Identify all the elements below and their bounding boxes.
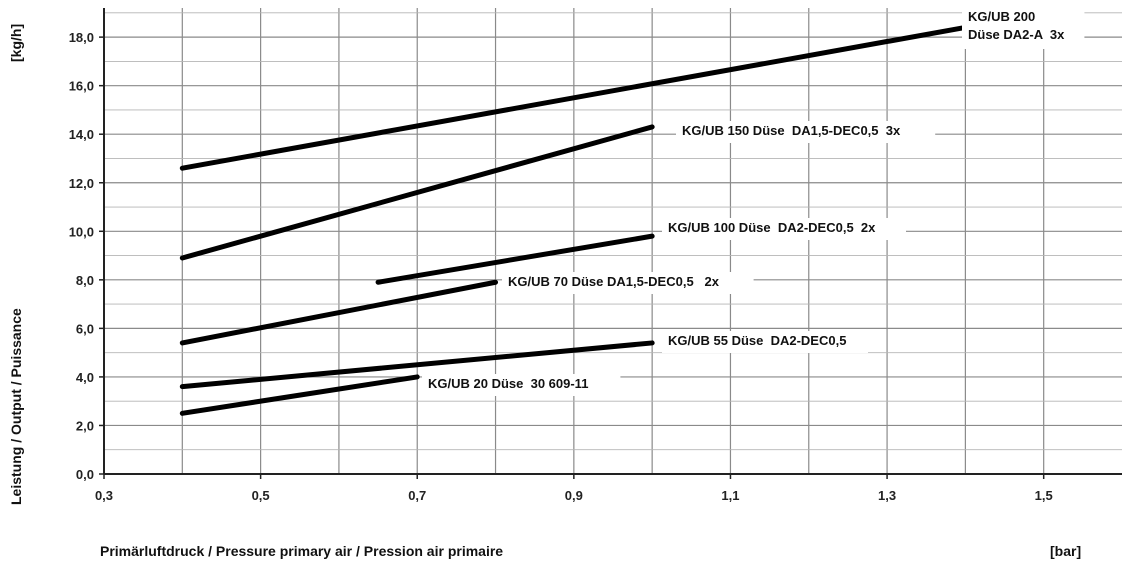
y-tick-label: 18,0 bbox=[69, 30, 94, 45]
x-tick-label: 0,9 bbox=[565, 488, 583, 503]
y-tick-label: 8,0 bbox=[76, 273, 94, 288]
series-label-background bbox=[502, 272, 754, 294]
series-label-background bbox=[676, 121, 936, 143]
y-tick-label: 0,0 bbox=[76, 467, 94, 482]
series-label: KG/UB 55 Düse DA2-DEC0,5 bbox=[668, 333, 846, 348]
series-line bbox=[179, 24, 968, 171]
y-tick-label: 16,0 bbox=[69, 79, 94, 94]
series-label: KG/UB 200 bbox=[968, 9, 1035, 24]
y-tick-label: 2,0 bbox=[76, 418, 94, 433]
y-tick-label: 4,0 bbox=[76, 370, 94, 385]
x-tick-label: 0,7 bbox=[408, 488, 426, 503]
series-label-background bbox=[662, 331, 868, 353]
series-label-background bbox=[962, 7, 1085, 49]
series-label: KG/UB 100 Düse DA2-DEC0,5 2x bbox=[668, 220, 876, 235]
x-tick-label: 0,5 bbox=[252, 488, 270, 503]
y-axis-unit: [kg/h] bbox=[8, 24, 24, 62]
series-line bbox=[179, 124, 655, 261]
series-line bbox=[179, 279, 499, 346]
y-tick-label: 12,0 bbox=[69, 176, 94, 191]
y-tick-label: 6,0 bbox=[76, 321, 94, 336]
y-tick-labels: 0,0 2,0 4,0 6,0 8,0 10,0 12,0 14,0 16,0 18,0 bbox=[69, 30, 104, 482]
series-line bbox=[375, 233, 655, 285]
series-label: KG/UB 150 Düse DA1,5-DEC0,5 3x bbox=[682, 123, 901, 138]
y-tick-label: 14,0 bbox=[69, 127, 94, 142]
y-tick-label: 10,0 bbox=[69, 224, 94, 239]
series-line bbox=[179, 374, 420, 416]
series-labels: KG/UB 200 Düse DA2-A 3x KG/UB 150 Düse DA1… bbox=[422, 7, 1085, 396]
x-axis-title: Primärluftdruck / Pressure primary air /… bbox=[100, 543, 503, 559]
y-axis-title: Leistung / Output / Puissance bbox=[8, 308, 24, 505]
x-tick-label: 1,3 bbox=[878, 488, 896, 503]
series-label-background bbox=[422, 374, 621, 396]
series-label: KG/UB 70 Düse DA1,5-DEC0,5 2x bbox=[508, 274, 720, 289]
series-label: KG/UB 20 Düse 30 609-11 bbox=[428, 376, 588, 391]
x-tick-label: 0,3 bbox=[95, 488, 113, 503]
series-line bbox=[179, 340, 655, 390]
x-axis-unit: [bar] bbox=[1050, 543, 1081, 559]
series-label-background bbox=[662, 218, 906, 240]
series-lines bbox=[179, 24, 968, 416]
x-tick-label: 1,5 bbox=[1035, 488, 1053, 503]
x-tick-label: 1,1 bbox=[721, 488, 739, 503]
series-label: Düse DA2-A 3x bbox=[968, 27, 1065, 42]
x-tick-labels: 0,3 0,5 0,7 0,9 1,1 1,3 1,5 bbox=[95, 474, 1053, 503]
